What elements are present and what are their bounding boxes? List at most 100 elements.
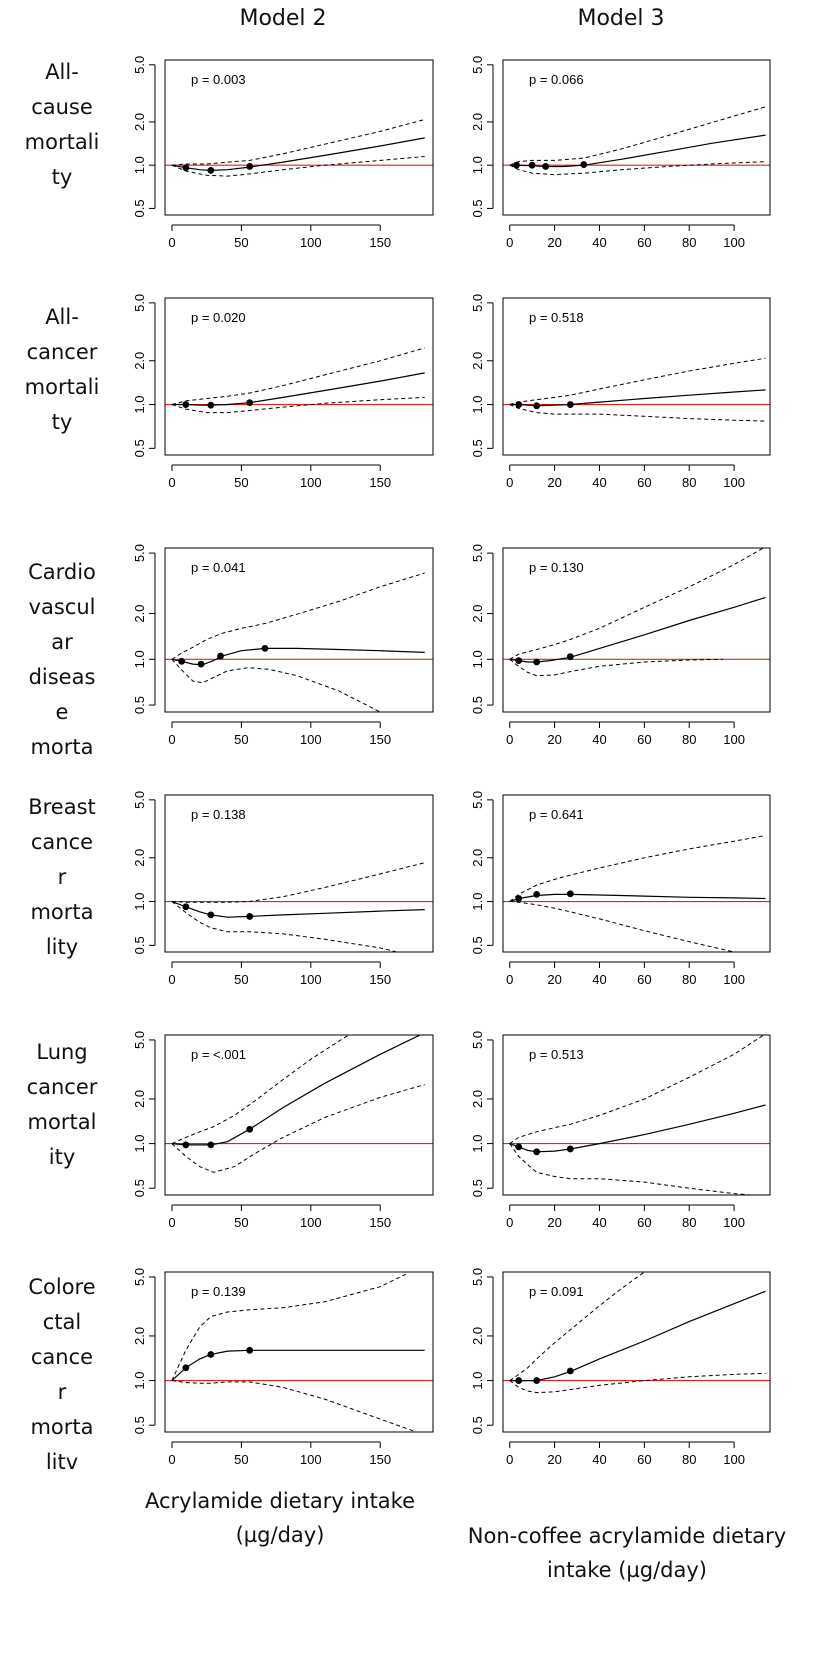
p-value-label: p = 0.066 (529, 72, 584, 87)
x-axis-title-model-3: Non-coffee acrylamide dietary intake (µg… (462, 1519, 792, 1587)
y-tick-label: 2.0 (470, 849, 485, 867)
y-tick-label: 5.0 (132, 791, 147, 809)
y-tick-label: 0.5 (470, 696, 485, 714)
ci-upper-line (509, 1272, 645, 1382)
data-point (182, 401, 190, 408)
ci-upper-line (171, 119, 425, 166)
row-label-line: cause (31, 95, 93, 119)
data-point (515, 1377, 523, 1384)
y-tick-label: 5.0 (470, 294, 485, 312)
x-tick-label: 20 (547, 235, 561, 250)
estimate-line (171, 1349, 425, 1382)
y-tick-label: 1.0 (470, 1135, 485, 1153)
row-label-line: r (57, 1380, 67, 1404)
data-point (528, 161, 536, 169)
x-tick-label: 60 (637, 475, 651, 490)
data-point (246, 163, 254, 170)
x-tick-label: 0 (506, 732, 513, 747)
row-label-line: Colore (28, 1275, 96, 1299)
x-tick-label: 100 (723, 972, 745, 987)
chart-panel: p = 0.513 0 20 40 60 80 100 0.5 1.0 2.0 5.0 (470, 1031, 771, 1230)
data-point (533, 658, 541, 666)
ci-lower-line (171, 156, 425, 177)
data-point (261, 644, 269, 652)
y-tick-label: 2.0 (132, 1327, 147, 1345)
ci-upper-line (509, 106, 766, 166)
ci-upper-line (171, 862, 425, 903)
y-tick-label: 5.0 (470, 56, 485, 74)
data-point (515, 657, 523, 665)
chart-panel: p = 0.020 0 50 100 150 0.5 1.0 2.0 5.0 (132, 294, 434, 490)
chart-panel: p = 0.130 0 20 40 60 80 100 0.5 1.0 2.0 5.0 (470, 544, 771, 747)
x-tick-label: 0 (168, 1215, 175, 1230)
chart-panel: p = 0.091 0 20 40 60 80 100 0.5 1.0 2.0 5.0 (470, 1268, 771, 1467)
y-tick-label: 5.0 (132, 56, 147, 74)
row-label-line: mortali (24, 130, 100, 154)
x-tick-label: 50 (234, 235, 248, 250)
y-tick-label: 5.0 (132, 544, 147, 562)
x-tick-label: 100 (300, 732, 322, 747)
data-point (515, 895, 523, 902)
p-value-label: p = 0.513 (529, 1047, 584, 1062)
p-value-label: p = 0.130 (529, 560, 584, 575)
data-point (542, 163, 550, 170)
x-tick-label: 80 (682, 732, 696, 747)
ci-lower-line (171, 1084, 425, 1173)
y-tick-label: 2.0 (470, 605, 485, 623)
ci-lower-line (171, 658, 382, 712)
p-value-label: p = 0.041 (191, 560, 246, 575)
plot-frame (164, 59, 434, 216)
x-tick-label: 0 (168, 1452, 175, 1467)
row-label: Breast cance r morta lity (6, 790, 118, 965)
data-point (566, 653, 574, 661)
p-value-label: p = 0.003 (191, 72, 246, 87)
x-tick-label: 0 (506, 972, 513, 987)
row-label: All-cancer mortali ty (6, 300, 118, 440)
x-tick-label: 50 (234, 1215, 248, 1230)
data-point (246, 1346, 254, 1354)
estimate-line (171, 647, 425, 666)
plot-frame (502, 1034, 771, 1196)
data-point (533, 1148, 541, 1156)
x-tick-label: 20 (547, 732, 561, 747)
row-label-line: cance (30, 830, 94, 854)
y-tick-label: 0.5 (470, 199, 485, 217)
row-label-line: vascul (28, 595, 96, 619)
x-tick-label: 40 (592, 972, 606, 987)
data-point (515, 1143, 523, 1151)
x-tick-label: 0 (168, 972, 175, 987)
row-label-line: Lung (36, 1040, 88, 1064)
chart-panel: p = 0.003 0 50 100 150 0.5 1.0 2.0 5.0 (132, 56, 434, 250)
x-tick-label: 100 (300, 475, 322, 490)
chart-panel: p = <.001 0 50 100 150 0.5 1.0 2.0 5.0 (132, 1031, 434, 1230)
y-tick-label: 5.0 (470, 1268, 485, 1286)
row-label-line: ty (51, 410, 73, 434)
x-tick-label: 80 (682, 972, 696, 987)
ci-upper-line (171, 572, 425, 660)
x-tick-label: 0 (168, 475, 175, 490)
y-tick-label: 2.0 (132, 605, 147, 623)
row-label-line: ctal (42, 1310, 82, 1334)
row-label-line: Cardio (28, 560, 96, 584)
x-tick-label: 40 (592, 1215, 606, 1230)
y-tick-label: 5.0 (470, 544, 485, 562)
row-label-line: cancer (26, 340, 98, 364)
x-tick-label: 20 (547, 475, 561, 490)
chart-panel: p = 0.041 0 50 100 150 0.5 1.0 2.0 5.0 (132, 544, 434, 747)
row-label-line: cancer (26, 1075, 98, 1099)
x-tick-label: 40 (592, 1452, 606, 1467)
estimate-line (509, 596, 766, 663)
ci-upper-line (509, 548, 765, 660)
x-tick-label: 100 (300, 972, 322, 987)
y-tick-label: 0.5 (132, 1416, 147, 1434)
y-tick-label: 5.0 (470, 1031, 485, 1049)
data-point (533, 402, 541, 410)
row-label-line: ar (51, 630, 73, 654)
row-label-line: Breast (28, 795, 96, 819)
plot-frame (502, 794, 771, 953)
y-tick-label: 5.0 (132, 294, 147, 312)
x-tick-label: 50 (234, 1452, 248, 1467)
y-tick-label: 1.0 (132, 156, 147, 174)
y-tick-label: 2.0 (132, 352, 147, 370)
x-axis-title-line-2: intake (µg/day) (546, 1558, 708, 1582)
